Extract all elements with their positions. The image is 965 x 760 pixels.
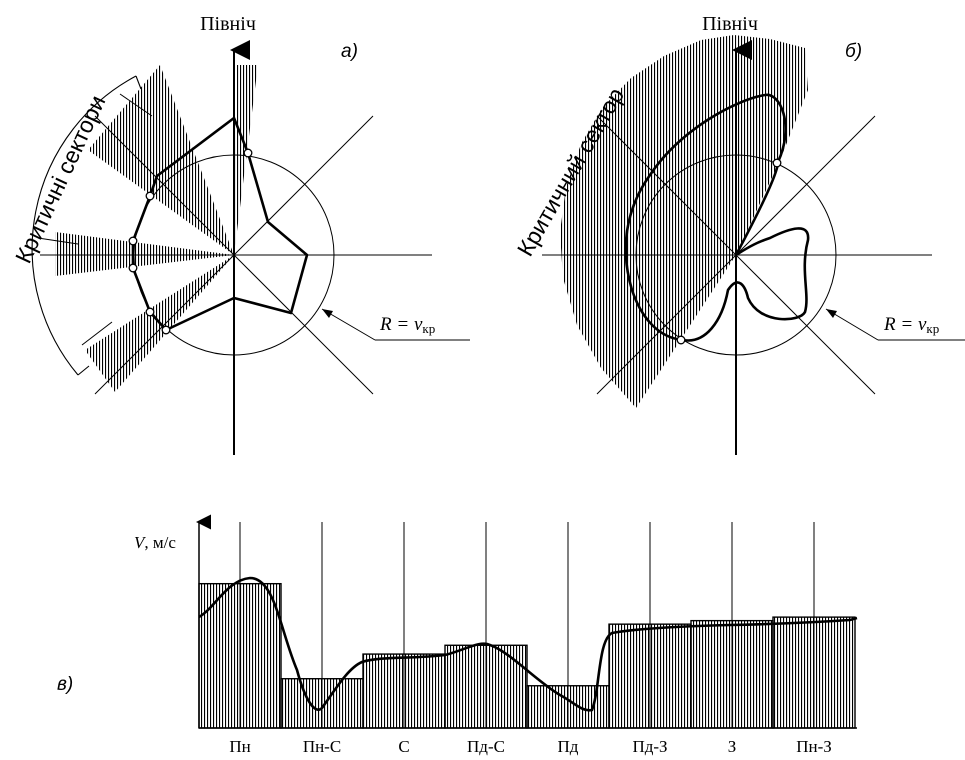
intersection-point <box>772 158 782 168</box>
direction-label: С <box>398 737 409 756</box>
intersection-point <box>145 307 155 317</box>
direction-bars <box>198 582 856 729</box>
north-label: Північ <box>702 13 758 35</box>
radius-label: R = vкр <box>883 314 939 336</box>
wind-speed-curve <box>198 576 858 712</box>
direction-label: Пн <box>229 737 250 756</box>
critical-sector-west <box>55 232 234 276</box>
bracket-tick <box>135 75 142 90</box>
bracket-leader <box>81 321 113 346</box>
intersection-point <box>145 191 155 201</box>
intersection-points <box>128 148 253 335</box>
critical-radius-circle <box>635 154 837 356</box>
y-axis-label: V, м/с <box>134 533 176 552</box>
panel-label: а) <box>341 41 358 62</box>
radius-leader-arrowhead <box>322 309 333 318</box>
critical-sector-north <box>234 65 258 255</box>
intersection-points <box>676 158 782 345</box>
intersection-point <box>128 263 138 273</box>
direction-label: Пд-С <box>467 737 505 756</box>
intersection-point <box>161 325 171 335</box>
intersection-point <box>243 148 253 158</box>
sector-bracket <box>31 75 137 376</box>
critical-sector <box>560 35 808 408</box>
bracket-leader <box>37 237 79 245</box>
direction-label: Пд <box>558 737 579 756</box>
diagonal-nw-se <box>94 115 374 395</box>
direction-label: З <box>728 737 737 756</box>
panel-label: б) <box>845 41 862 62</box>
intersection-point <box>128 236 138 246</box>
direction-labels: Пн Пн-С С Пд-С Пд Пд-З З Пн-З <box>229 737 831 756</box>
panel-c: Пн Пн-С С Пд-С Пд Пд-З З Пн-З V, м/с в) <box>57 514 858 756</box>
radius-leader-arrowhead <box>826 309 837 318</box>
direction-label: Пд-З <box>632 737 667 756</box>
north-label: Північ <box>200 13 256 35</box>
panel-b: Північ б) Критичний сектор R = vкр <box>512 13 965 455</box>
panel-a: Північ а) Критичні сектори R = vкр <box>10 13 470 455</box>
bracket-leader <box>119 93 153 117</box>
intersection-point <box>676 335 686 345</box>
bracket-tick <box>77 365 90 376</box>
panel-label: в) <box>57 674 73 695</box>
direction-label: Пн-С <box>303 737 341 756</box>
radius-label: R = vкр <box>379 314 435 336</box>
direction-label: Пн-З <box>796 737 832 756</box>
critical-sector-nw <box>88 65 234 255</box>
